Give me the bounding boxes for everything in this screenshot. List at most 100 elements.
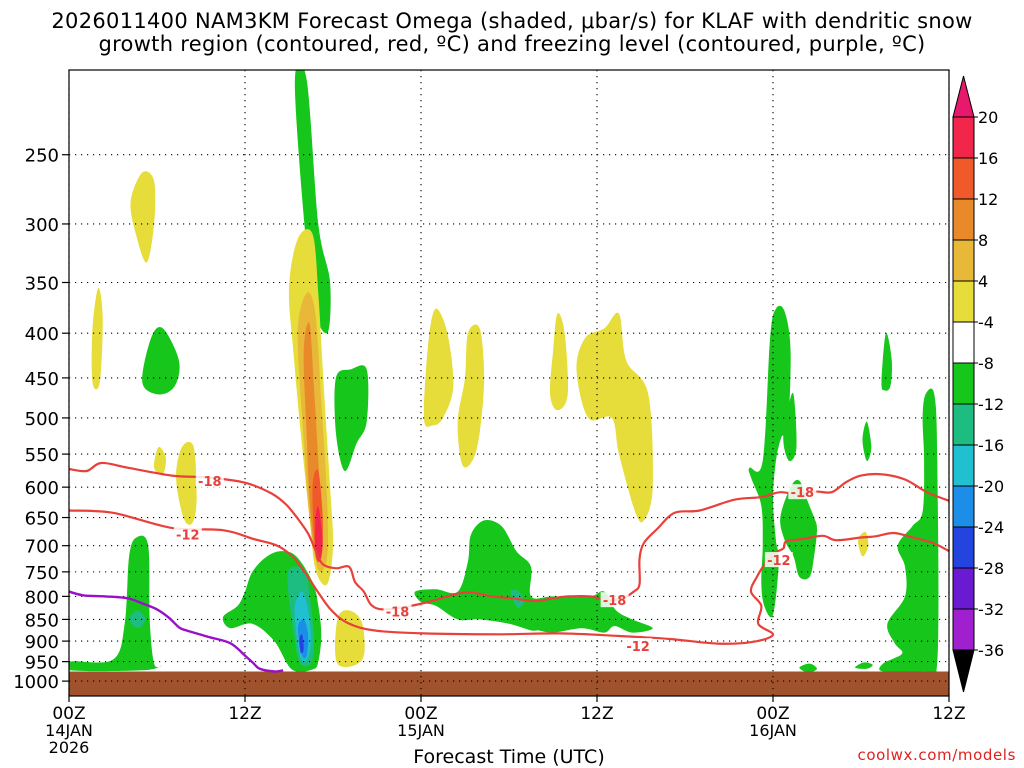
omega-region-22 bbox=[549, 313, 569, 411]
source-credit: coolwx.com/models bbox=[857, 746, 1016, 764]
contour-label-bg-1 bbox=[173, 526, 202, 542]
terrain-fill bbox=[69, 671, 949, 696]
y-tick-label-400: 400 bbox=[25, 324, 59, 345]
colorbar-segment-3 bbox=[952, 239, 975, 282]
y-tick-label-250: 250 bbox=[25, 146, 59, 167]
contour-label-3: -18 bbox=[603, 594, 627, 609]
colorbar-label-13: -36 bbox=[978, 641, 1004, 660]
dendritic-contour-1 bbox=[69, 509, 949, 645]
colorbar-label-11: -28 bbox=[978, 559, 1004, 578]
colorbar-top-arrow bbox=[952, 75, 975, 118]
contour-labels: -18 -12 -18 -18 -18 -12 -12 bbox=[173, 472, 817, 655]
omega-region-32 bbox=[879, 388, 939, 680]
x-tick-date-48: 16JAN bbox=[749, 721, 797, 740]
x-axis-label: Forecast Time (UTC) bbox=[413, 746, 604, 768]
contour-label-bg-0 bbox=[195, 472, 224, 488]
y-tick-label-800: 800 bbox=[25, 587, 59, 608]
omega-region-3 bbox=[176, 441, 197, 525]
colorbar-label-9: -20 bbox=[978, 477, 1004, 496]
chart-title-line-2: growth region (contoured, red, ºC) and f… bbox=[98, 32, 926, 56]
colorbar-label-6: -8 bbox=[978, 354, 994, 373]
colorbar-segment-7 bbox=[952, 403, 975, 446]
omega-region-23 bbox=[576, 312, 653, 523]
contour-label-bg-2 bbox=[383, 603, 412, 619]
omega-region-33 bbox=[799, 663, 818, 673]
colorbar-segment-2 bbox=[952, 198, 975, 241]
freezing-level-contour bbox=[69, 590, 284, 673]
omega-region-5 bbox=[294, 70, 331, 334]
colorbar-segment-1 bbox=[952, 157, 975, 200]
omega-region-30 bbox=[881, 332, 893, 391]
colorbar: 20 16 12 8 4 -4 -8 -12 -16 -20 -24 -28 -32 -36 bbox=[952, 75, 1004, 693]
colorbar-segment-11 bbox=[952, 567, 975, 610]
contour-label-4: -18 bbox=[791, 486, 815, 501]
contour-label-bg-4 bbox=[788, 484, 817, 500]
y-tick-label-550: 550 bbox=[25, 445, 59, 466]
chart-title-line-1: 2026011400 NAM3KM Forecast Omega (shaded… bbox=[51, 9, 973, 33]
contour-label-0: -18 bbox=[198, 475, 222, 490]
y-tick-label-900: 900 bbox=[25, 632, 59, 653]
colorbar-bottom-arrow bbox=[952, 649, 975, 693]
x-tick-label-12: 12Z bbox=[228, 704, 261, 724]
colorbar-label-8: -16 bbox=[978, 436, 1004, 455]
colorbar-label-1: 16 bbox=[978, 149, 998, 168]
omega-region-21 bbox=[457, 324, 485, 468]
contour-label-bg-3 bbox=[600, 592, 629, 608]
x-tick-label-0: 00Z bbox=[52, 704, 85, 724]
y-tick-label-850: 850 bbox=[25, 610, 59, 631]
omega-region-10 bbox=[314, 506, 323, 562]
omega-region-2 bbox=[153, 446, 166, 475]
y-tick-label-650: 650 bbox=[25, 509, 59, 530]
contour-label-5: -12 bbox=[626, 640, 650, 655]
x-tick-label-36: 12Z bbox=[580, 704, 613, 724]
contour-label-bg-6 bbox=[764, 552, 793, 568]
colorbar-segment-10 bbox=[952, 526, 975, 569]
y-tick-label-950: 950 bbox=[25, 653, 59, 674]
x-tick-label-24: 00Z bbox=[404, 704, 437, 724]
colorbar-label-3: 8 bbox=[978, 231, 988, 250]
y-tick-label-450: 450 bbox=[25, 369, 59, 390]
omega-region-13 bbox=[69, 535, 162, 672]
x-tick-year-0: 2026 bbox=[49, 738, 90, 757]
terrain-band bbox=[69, 671, 949, 696]
freezing-level-line bbox=[69, 590, 284, 673]
omega-region-4 bbox=[142, 327, 180, 395]
colorbar-label-12: -32 bbox=[978, 600, 1004, 619]
contour-label-2: -18 bbox=[386, 605, 410, 620]
colorbar-label-4: 4 bbox=[978, 272, 988, 291]
omega-region-24 bbox=[414, 519, 653, 633]
contour-label-1: -12 bbox=[176, 529, 200, 544]
omega-region-31 bbox=[862, 421, 872, 462]
omega-region-14 bbox=[129, 610, 146, 629]
colorbar-segment-12 bbox=[952, 608, 975, 651]
colorbar-label-0: 20 bbox=[978, 108, 998, 127]
omega-region-0 bbox=[91, 287, 103, 390]
colorbar-segment-5 bbox=[952, 321, 975, 364]
y-tick-label-300: 300 bbox=[25, 215, 59, 236]
omega-region-1 bbox=[130, 171, 156, 263]
plot-frame bbox=[68, 69, 950, 697]
x-tick-date-24: 15JAN bbox=[397, 721, 445, 740]
omega-region-26 bbox=[748, 305, 791, 618]
colorbar-segment-0 bbox=[952, 116, 975, 159]
colorbar-segment-8 bbox=[952, 444, 975, 487]
y-tick-label-700: 700 bbox=[25, 537, 59, 558]
omega-shading bbox=[69, 70, 939, 680]
colorbar-segment-6 bbox=[952, 362, 975, 405]
x-tick-date-0: 14JAN bbox=[45, 721, 93, 740]
y-tick-label-750: 750 bbox=[25, 563, 59, 584]
y-tick-label-600: 600 bbox=[25, 478, 59, 499]
colorbar-segment-4 bbox=[952, 280, 975, 323]
omega-region-34 bbox=[855, 662, 873, 669]
contour-label-bg-5 bbox=[624, 638, 653, 654]
y-tick-label-1000: 1000 bbox=[13, 672, 59, 693]
omega-region-18 bbox=[297, 619, 309, 659]
x-tick-label-48: 00Z bbox=[756, 704, 789, 724]
y-axis-ticks: 2503003504004505005506006507007508008509… bbox=[13, 146, 69, 693]
omega-region-20 bbox=[423, 308, 454, 427]
omega-region-28 bbox=[780, 479, 817, 580]
colorbar-segment-9 bbox=[952, 485, 975, 528]
contour-label-6: -12 bbox=[767, 554, 791, 569]
